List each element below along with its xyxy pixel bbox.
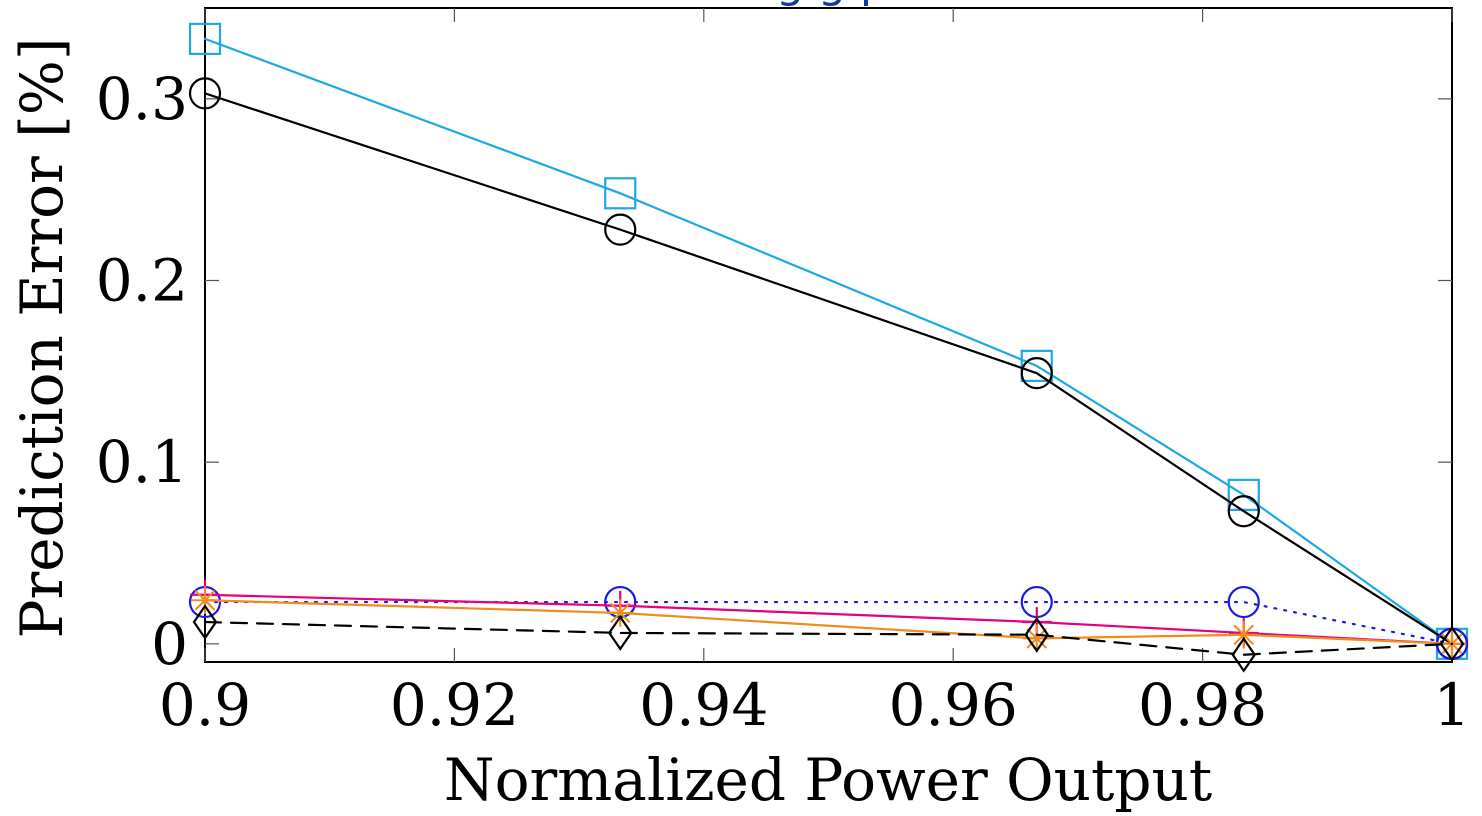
series-6 [192,604,1465,673]
series-6-point [1439,625,1465,662]
series-2-point [1227,495,1260,528]
series-5 [191,586,1466,658]
series-3-line [203,600,1454,645]
axes-frame [204,7,1453,663]
series-1-point [1227,478,1260,511]
tick-marks [204,8,1453,662]
x-axis-label: Normalized Power Output [444,746,1212,814]
x-tick-label: 1 [1434,671,1471,739]
y-tick-label: 0.1 [96,428,188,496]
series-2 [188,77,1469,660]
series-6-point [1024,616,1050,653]
series-6-point [607,614,633,651]
series-4 [189,579,1468,659]
series-1 [188,22,1469,660]
series-1-point [1020,349,1053,382]
y-tick-label: 0.2 [96,247,188,315]
series-1-point [188,22,222,55]
series-2-point [604,213,637,246]
series-1-line [203,37,1454,645]
series-6-point [192,604,218,640]
series-5-point [1022,624,1051,653]
x-tick-label: 0.9 [159,671,251,739]
series-6-line [203,620,1454,656]
tick-labels: 0.9 0.92 0.94 0.96 0.98 1 0 0.1 0.2 0.3 [96,65,1471,739]
x-tick-label: 0.92 [390,671,519,739]
series-5-point [191,586,219,615]
series-layer [188,22,1469,673]
x-tick-label: 0.96 [889,671,1018,739]
series-6-point [1231,636,1257,673]
series-3 [188,585,1469,660]
series-5-point [1229,620,1258,649]
series-3-point [1227,585,1260,619]
y-tick-label: 0 [151,610,188,678]
x-tick-label: 0.94 [639,671,768,739]
series-2-point [188,77,222,110]
y-axis-label: Prediction Error [%] [8,37,76,638]
x-tick-label: 0.98 [1138,671,1267,739]
series-5-point [606,598,635,627]
series-2-point [1020,357,1053,390]
plot-frame [204,7,1453,663]
y-tick-label: 0.3 [96,65,188,133]
top-fragment-text: g g p [776,0,888,8]
series-1-point [604,177,637,210]
series-2-line [203,92,1454,645]
